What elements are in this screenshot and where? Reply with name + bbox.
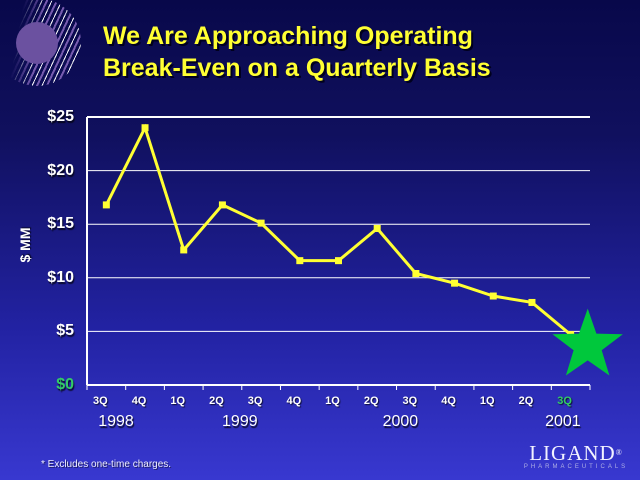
data-point-marker — [335, 257, 342, 265]
y-tick-label: $0 — [56, 376, 74, 393]
registered-mark-icon: ® — [615, 448, 623, 457]
data-point-marker — [451, 279, 459, 287]
y-tick-label: $20 — [47, 161, 74, 179]
x-tick-label: 4Q — [286, 395, 302, 407]
x-tick-label: 3Q — [93, 395, 108, 407]
x-tick-label: 4Q — [441, 395, 456, 407]
x-tick-label: 4Q — [131, 395, 147, 407]
purple-circle — [16, 22, 58, 64]
x-tick-label: 1Q — [325, 395, 340, 407]
x-tick-label: 2Q — [209, 395, 224, 407]
year-label: 1999 — [222, 413, 258, 430]
data-point-marker — [412, 270, 420, 278]
x-tick-label: 3Q — [557, 395, 572, 407]
x-tick-label: 3Q — [402, 395, 418, 407]
data-point-marker — [373, 224, 381, 232]
x-tick-label: 3Q — [247, 395, 263, 407]
break-even-star-icon — [552, 308, 623, 376]
y-axis-title: $ MM — [17, 227, 33, 263]
x-tick-label: 1Q — [479, 395, 495, 407]
y-tick-label: $10 — [47, 268, 74, 286]
y-tick-label: $5 — [56, 322, 74, 340]
data-point-marker — [489, 292, 497, 300]
year-label: 1998 — [98, 413, 134, 430]
ligand-logo: LIGAND® PHARMACEUTICALS — [514, 441, 638, 471]
y-tick-label: $15 — [47, 215, 74, 233]
x-tick-label: 2Q — [363, 395, 379, 407]
data-line — [105, 123, 572, 336]
logo-wordmark: LIGAND® — [529, 441, 623, 465]
y-tick-label: $25 — [47, 108, 74, 125]
data-point-marker — [528, 298, 536, 306]
x-tick-label: 2Q — [518, 395, 534, 407]
decorative-circle-graphic — [0, 0, 100, 100]
data-point-marker — [102, 201, 110, 209]
slide-title-line2: Break-Even on a Quarterly Basis — [103, 54, 491, 82]
data-point-marker — [180, 246, 188, 254]
logo-subtitle: PHARMACEUTICALS — [523, 464, 629, 470]
year-label: 2001 — [545, 413, 581, 430]
data-point-marker — [296, 257, 304, 265]
x-tick-label: 1Q — [170, 395, 186, 407]
footnote: * Excludes one-time charges. — [41, 459, 172, 470]
slide-title-line1: We Are Approaching Operating — [103, 22, 473, 50]
year-label: 2000 — [382, 413, 419, 430]
data-point-marker — [218, 201, 226, 209]
slide-title: We Are Approaching Operating Break-Even … — [103, 20, 573, 84]
data-point-marker — [257, 219, 265, 227]
data-point-marker — [141, 124, 149, 132]
